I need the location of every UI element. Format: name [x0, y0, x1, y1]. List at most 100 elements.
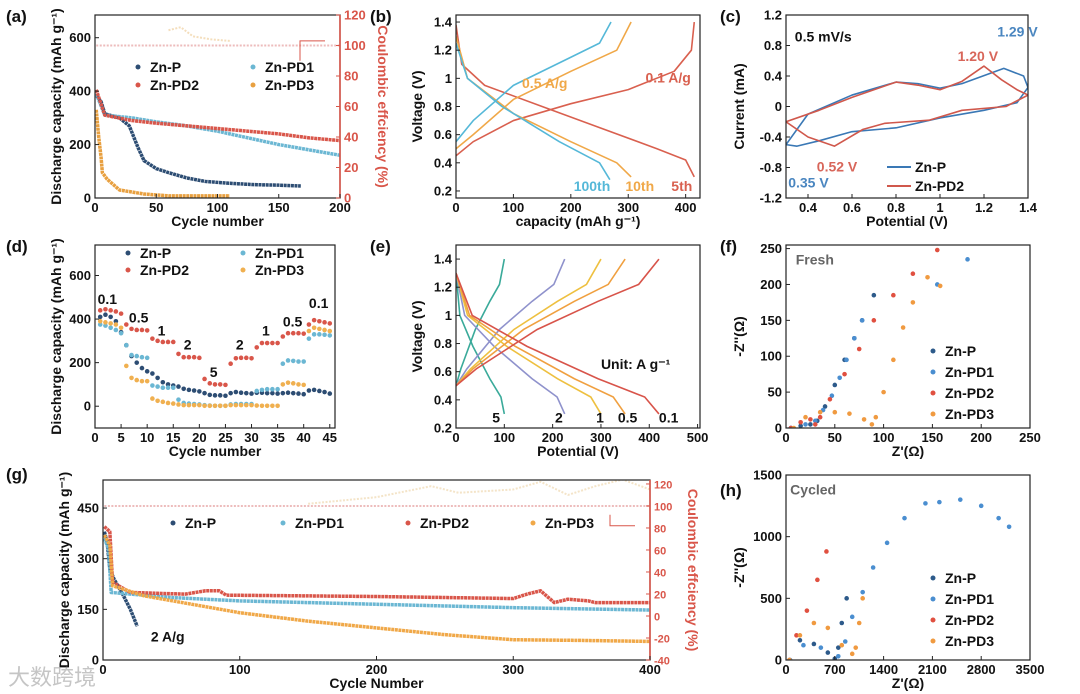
x-tick-label: 400	[639, 662, 661, 677]
annotation: 1	[158, 322, 166, 338]
x-tick-label: 25	[218, 430, 232, 445]
series-zn-pd3-point	[124, 363, 129, 369]
series-zn-pd3-point	[881, 389, 886, 395]
legend-item: Zn-PD2	[125, 262, 189, 278]
series-group	[787, 497, 1012, 660]
y-tick-label: 1.4	[434, 15, 453, 30]
series-2-charge	[456, 258, 566, 387]
x-tick-label: 20	[192, 430, 206, 445]
series-zn-p-point	[113, 318, 119, 324]
series-zn-pd2-point	[207, 381, 213, 386]
series-zn-pd2-point	[827, 396, 833, 402]
legend-label: Zn-PD2	[945, 612, 994, 628]
series-zn-p-point	[223, 393, 228, 399]
y-tick-label: 600	[69, 268, 91, 283]
x-tick-label: 200	[329, 200, 351, 215]
y-tick-label: 200	[69, 137, 91, 152]
series-zn-pd2-point	[176, 351, 181, 357]
series-1-discharge	[456, 272, 602, 415]
annotation: 5	[210, 364, 218, 380]
series-zn-pd1-point	[860, 589, 865, 595]
legend-swatch	[250, 82, 256, 88]
series-zn-p-point	[181, 386, 186, 392]
series-zn-pd2-point	[856, 346, 862, 352]
series-zn-pd1-point	[165, 385, 171, 390]
y2-tick-label: 80	[654, 523, 666, 535]
y-tick-label: 1.4	[434, 252, 453, 267]
series-zn-pd1-point	[835, 654, 841, 659]
legend-swatch	[930, 369, 936, 375]
legend-item: Zn-PD1	[250, 59, 314, 75]
series-zn-pd3-point	[290, 381, 296, 386]
x-tick-label: 400	[675, 200, 697, 215]
plot-frame	[455, 244, 701, 429]
series-zn-pd1	[95, 93, 340, 157]
y-tick-label: 1.2	[434, 43, 452, 58]
legend-swatch	[135, 82, 141, 88]
y-tick-label: 150	[77, 602, 99, 617]
series-zn-pd1-point	[160, 385, 166, 390]
series-zn-pd3-point	[165, 400, 171, 406]
series-zn-pd1-point	[103, 323, 108, 328]
x-tick-label: 10	[140, 430, 154, 445]
series-zn-p-point	[244, 390, 249, 396]
series-zn-pd1-point	[270, 386, 275, 392]
series-zn-pd2-point	[150, 336, 155, 341]
legend-item: Zn-PD2	[887, 178, 964, 194]
series-zn-pd1-point	[842, 639, 848, 644]
y-tick-label: 400	[69, 84, 91, 99]
series-zn-p-point	[822, 404, 828, 409]
series-zn-pd1-point	[859, 318, 865, 323]
series-zn-pd1-point	[108, 325, 113, 331]
y-tick-label: -1.2	[760, 191, 782, 206]
series-zn-pd2-point	[871, 318, 877, 323]
series-zn-pd3-point	[223, 403, 228, 409]
x-tick-label: 0	[99, 662, 106, 677]
series-zn-pd2-point	[285, 330, 291, 336]
axis-arrow-icon	[609, 514, 635, 527]
legend-label: Zn-PD3	[945, 406, 994, 422]
legend-swatch	[930, 411, 936, 417]
y-tick-label: 1	[445, 308, 452, 323]
x-tick-label: 0	[91, 200, 98, 215]
series-zn-p-point	[212, 393, 218, 398]
series-zn-pd1-point	[322, 332, 327, 338]
y2-tick-label: 120	[654, 479, 672, 491]
x-axis-title: Cycle Number	[329, 675, 424, 691]
legend-item: Zn-PD3	[930, 633, 994, 649]
series-zn-pd1-point	[113, 327, 119, 333]
series-zn-pd2-point	[160, 339, 166, 345]
legend-label: Zn-PD3	[545, 515, 594, 531]
x-tick-label: 200	[560, 200, 582, 215]
y-tick-label: 50	[768, 385, 782, 400]
series-zn-pd3-point	[317, 326, 322, 332]
series-zn-pd1-point	[139, 354, 145, 360]
legend-item: Zn-PD1	[280, 515, 344, 531]
series-zn-pd2-point	[233, 355, 239, 361]
series-zn-pd3-point	[233, 402, 239, 408]
series-zn-pd3-point	[910, 300, 916, 305]
series-zn-p-point	[176, 384, 181, 389]
series-zn-pd2	[103, 525, 650, 605]
y-tick-label: 500	[760, 591, 782, 606]
series-zn-pd2-point	[270, 340, 275, 346]
series-zn-pd3-point	[327, 328, 333, 334]
legend-item: Zn-PD2	[135, 77, 199, 93]
x-tick-label: 0.6	[843, 200, 861, 215]
series-zn-pd3-point	[825, 625, 831, 631]
series-zn-pd3-point	[847, 411, 852, 416]
series-zn-pd3-point	[97, 318, 103, 324]
y-tick-label: 0	[84, 399, 91, 414]
legend-label: Zn-PD1	[265, 59, 314, 75]
annotation: 2	[236, 337, 244, 353]
series-zn-pd3	[103, 534, 650, 644]
x-tick-label: 2800	[967, 662, 996, 677]
series-zn-pd3-point	[207, 403, 213, 409]
series-zn-pd2-point	[910, 271, 916, 277]
annotation: 0.1	[659, 409, 679, 425]
series-zn-pd2-point	[808, 417, 813, 422]
legend-item: Zn-PD2	[930, 612, 994, 628]
legend-swatch	[530, 520, 536, 526]
series-zn-pd3-point	[925, 274, 930, 280]
series-zn-pd3-point	[129, 375, 134, 381]
